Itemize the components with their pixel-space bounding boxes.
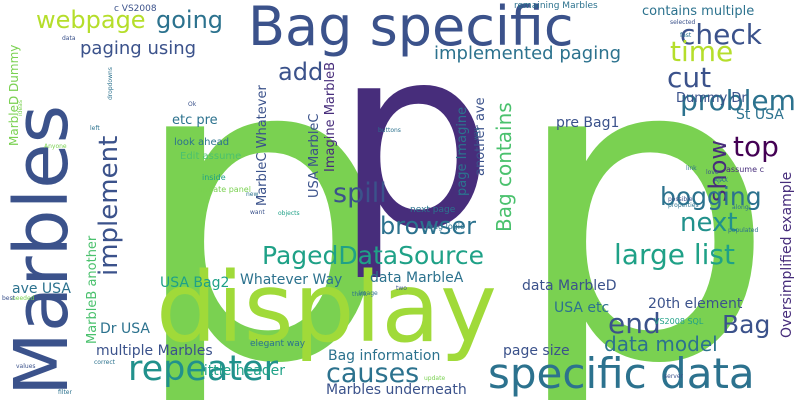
word-elegant-way: elegant way	[250, 339, 306, 349]
word-contains-multiple: contains multiple	[642, 4, 755, 19]
word-ideas: ideas	[17, 100, 24, 116]
word-pageddatasource: PagedDataSource	[262, 241, 484, 270]
word-repeater: repeater	[128, 349, 278, 389]
word-browser: browser	[380, 212, 477, 240]
word-correct: correct	[94, 359, 116, 366]
word-selected: selected	[670, 19, 696, 26]
word-marblec-whatever: MarbleC Whatever	[255, 85, 270, 206]
word-left: left	[90, 125, 100, 132]
word-spill: spill	[333, 178, 387, 209]
word-way: way	[473, 127, 480, 140]
word-objects: objects	[278, 210, 300, 217]
word-link: link	[686, 165, 697, 172]
word-properties: properties	[668, 202, 699, 209]
word-p-center: p	[335, 0, 494, 284]
word-implemented-paging: implemented paging	[434, 43, 622, 64]
word-marbles-underneath: Marbles underneath	[326, 382, 467, 398]
word-page-imagine: page Imagine	[455, 106, 470, 196]
word-bag-specific: Bag specific	[248, 0, 574, 58]
word-data-marbled: data MarbleD	[522, 278, 617, 294]
word-inside: inside	[202, 173, 226, 182]
word-ajax: AJAX	[714, 177, 728, 184]
word-needed: needed	[12, 295, 35, 302]
word-paging-using: paging using	[80, 38, 197, 59]
word-image: image	[359, 290, 378, 297]
word-think: think	[352, 291, 368, 298]
word-dummy-dr: Dummy Dr	[676, 91, 747, 106]
word-check: check	[680, 18, 762, 51]
word-page-size: page size	[503, 343, 570, 359]
word-20th-element: 20th element	[648, 296, 743, 312]
word-assume-c: assume c	[726, 165, 764, 174]
word-update: update	[424, 375, 446, 382]
word-st-usa: St USA	[736, 107, 784, 123]
word-bag-logic: bag logic	[428, 222, 465, 231]
word-ave-usa: ave USA	[12, 281, 71, 297]
word-multiple-marbles: multiple Marbles	[96, 343, 213, 359]
word-data-marblea: data MarbleA	[370, 270, 464, 286]
word-imagine-marbleb: Imagine MarbleB	[323, 61, 338, 172]
word-webpage: webpage	[36, 6, 146, 34]
word-possible: possible	[668, 196, 693, 203]
word-data-small: data	[62, 35, 76, 42]
word-time: time	[670, 35, 734, 68]
word-next-page: next page	[410, 205, 456, 215]
word-marbles: Marbles	[0, 104, 85, 396]
word-server: server	[664, 373, 683, 380]
word-whatever-way: Whatever Way	[240, 272, 343, 288]
word-usa-bag2: USA Bag2	[160, 275, 230, 291]
word-want: want	[250, 209, 265, 216]
word-two: two	[396, 285, 407, 292]
word-bag-information: Bag information	[328, 348, 441, 364]
word-ok: Ok	[188, 101, 197, 108]
word-problem: problem	[680, 84, 796, 117]
word-love: love	[706, 169, 719, 176]
word-values: values	[16, 363, 36, 370]
word-c-vs2008: c VS2008	[114, 4, 157, 14]
word-usa-marblec: USA MarbleC	[307, 113, 322, 199]
word-next: next	[680, 208, 738, 238]
word-bag-contains: Bag contains	[492, 102, 516, 232]
word-best: best	[2, 295, 15, 302]
word-etc-pre: etc pre	[172, 113, 218, 128]
word-top: top	[733, 130, 779, 163]
word-going: going	[156, 6, 224, 34]
word-fast: fast	[680, 32, 692, 39]
word-usa-etc: USA etc	[554, 300, 610, 316]
word-specific-data: specific data	[488, 349, 755, 398]
word-edit-assume: Edit assume	[180, 151, 242, 162]
word-marbleb-another: MarbleB another	[85, 235, 100, 344]
word-look-ahead: look ahead	[174, 137, 230, 148]
word-dr-usa: Dr USA	[100, 321, 150, 337]
word-new: new	[246, 191, 259, 198]
word-filter: filter	[58, 389, 72, 396]
word-pre-bag1: pre Bag1	[556, 115, 620, 131]
word-cut: cut	[667, 61, 712, 94]
word-end: end	[608, 307, 661, 340]
word-along: along	[732, 204, 749, 211]
word-add: add	[278, 58, 324, 86]
word-vs2008-sql: VS2008 SQL	[654, 317, 704, 326]
word-display: display	[156, 252, 497, 364]
word-buttons: buttons	[378, 127, 401, 134]
word-oversimplified-example: Oversimplified example	[779, 171, 795, 338]
word-data-model: data model	[604, 332, 718, 356]
word-little-header: little header	[200, 363, 286, 379]
word-p-right: p	[510, 0, 777, 400]
word-remaining-marbles: remaining Marbles	[514, 1, 598, 11]
word-bag: Bag	[722, 310, 771, 339]
word-bogging: bogging	[660, 182, 762, 211]
word-populated: populated	[728, 227, 759, 234]
word-marbled-dummy: MarbleD Dummy	[7, 44, 21, 146]
word-update-panel: update panel	[198, 185, 251, 194]
word-large-list: large list	[614, 238, 735, 271]
word-dropdowns: dropdowns	[107, 67, 114, 100]
word-anyone: Anyone	[44, 143, 67, 150]
word-p-left: p	[128, 0, 395, 400]
word-causes: causes	[326, 358, 420, 389]
